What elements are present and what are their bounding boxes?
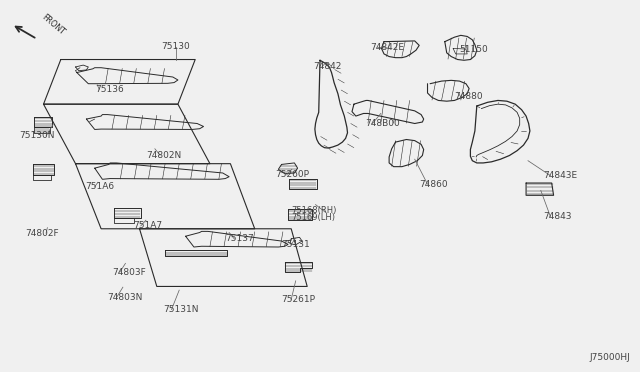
Text: 74880: 74880 (454, 92, 483, 101)
Text: 751A6: 751A6 (85, 182, 115, 191)
Text: J75000HJ: J75000HJ (589, 353, 630, 362)
Text: 51150: 51150 (460, 45, 488, 54)
Text: 74843: 74843 (543, 212, 572, 221)
Text: 75260P: 75260P (275, 170, 309, 179)
Text: 748B00: 748B00 (365, 119, 399, 128)
Text: 75131: 75131 (282, 240, 310, 249)
Text: 74842E: 74842E (370, 43, 404, 52)
Text: 75131N: 75131N (163, 305, 198, 314)
Text: 74803F: 74803F (112, 268, 146, 277)
Text: 74802N: 74802N (146, 151, 181, 160)
Text: 75137: 75137 (225, 234, 254, 243)
Text: 74842: 74842 (314, 62, 342, 71)
Text: 751A7: 751A7 (133, 221, 163, 230)
Text: 75261P: 75261P (282, 295, 316, 304)
Text: 74803N: 74803N (108, 293, 143, 302)
Text: 74802F: 74802F (26, 229, 60, 238)
Text: 75130: 75130 (162, 42, 190, 51)
Text: 75130N: 75130N (19, 131, 54, 140)
Text: 74843E: 74843E (543, 171, 577, 180)
Text: FRONT: FRONT (40, 13, 66, 37)
Text: 75136: 75136 (95, 85, 124, 94)
Text: 75168(RH): 75168(RH) (291, 206, 337, 215)
Text: 75169(LH): 75169(LH) (291, 213, 335, 222)
Text: 74860: 74860 (419, 180, 448, 189)
